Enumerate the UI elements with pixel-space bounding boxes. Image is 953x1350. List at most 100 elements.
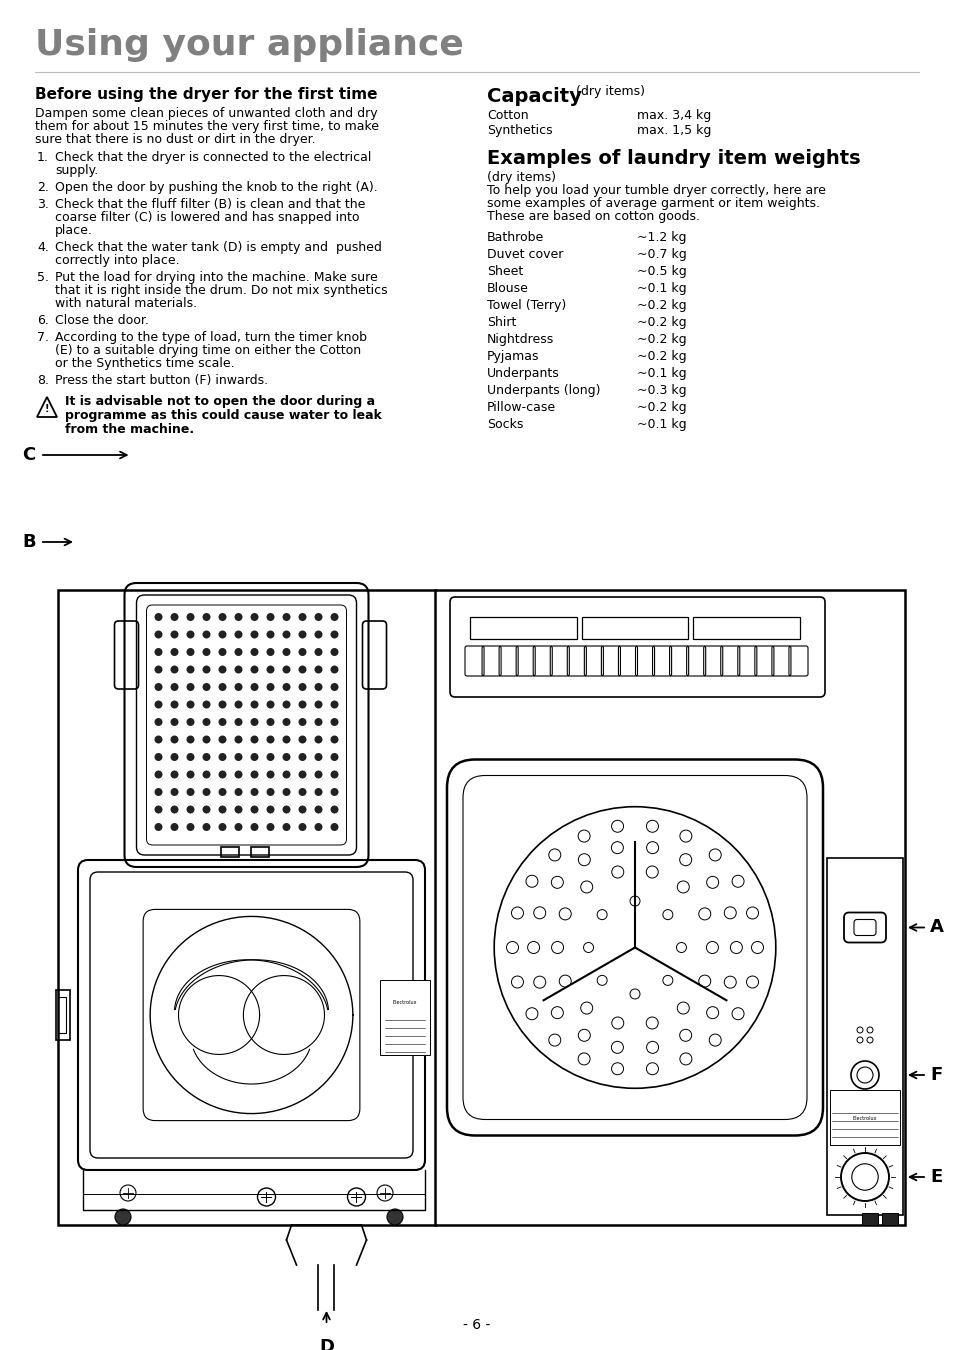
Circle shape — [218, 753, 226, 761]
Circle shape — [186, 806, 194, 814]
Circle shape — [171, 736, 178, 744]
Text: Close the door.: Close the door. — [55, 315, 149, 327]
Circle shape — [282, 648, 291, 656]
Circle shape — [234, 648, 242, 656]
Circle shape — [314, 613, 322, 621]
Circle shape — [298, 718, 306, 726]
Circle shape — [234, 683, 242, 691]
Circle shape — [234, 666, 242, 674]
Circle shape — [298, 824, 306, 832]
Text: Nightdress: Nightdress — [486, 333, 554, 346]
Circle shape — [218, 718, 226, 726]
Circle shape — [330, 771, 338, 779]
Bar — [862, 1214, 877, 1224]
Text: place.: place. — [55, 224, 92, 238]
Circle shape — [218, 788, 226, 796]
Circle shape — [202, 648, 211, 656]
Text: Check that the fluff filter (B) is clean and that the: Check that the fluff filter (B) is clean… — [55, 198, 365, 211]
Text: ~1.2 kg: ~1.2 kg — [637, 231, 686, 244]
Circle shape — [298, 806, 306, 814]
Text: Check that the water tank (D) is empty and  pushed: Check that the water tank (D) is empty a… — [55, 242, 381, 254]
Circle shape — [202, 736, 211, 744]
Circle shape — [218, 648, 226, 656]
Circle shape — [266, 666, 274, 674]
Bar — [470, 617, 576, 639]
Circle shape — [251, 736, 258, 744]
Circle shape — [266, 824, 274, 832]
Text: Check that the dryer is connected to the electrical: Check that the dryer is connected to the… — [55, 151, 371, 163]
Text: A: A — [929, 918, 943, 937]
Circle shape — [266, 683, 274, 691]
Circle shape — [314, 666, 322, 674]
Circle shape — [251, 771, 258, 779]
Circle shape — [154, 806, 162, 814]
Circle shape — [266, 630, 274, 639]
Circle shape — [154, 701, 162, 709]
Circle shape — [251, 630, 258, 639]
Circle shape — [234, 771, 242, 779]
Circle shape — [202, 771, 211, 779]
Circle shape — [330, 683, 338, 691]
Text: ~0.7 kg: ~0.7 kg — [637, 248, 686, 261]
Text: max. 1,5 kg: max. 1,5 kg — [637, 124, 711, 136]
Circle shape — [186, 736, 194, 744]
Text: Capacity: Capacity — [486, 86, 581, 107]
Circle shape — [186, 666, 194, 674]
Circle shape — [314, 718, 322, 726]
Circle shape — [282, 701, 291, 709]
Text: (E) to a suitable drying time on either the Cotton: (E) to a suitable drying time on either … — [55, 344, 361, 356]
Circle shape — [298, 771, 306, 779]
Text: correctly into place.: correctly into place. — [55, 254, 179, 267]
Bar — [882, 1214, 897, 1224]
Text: ~0.1 kg: ~0.1 kg — [637, 367, 686, 379]
Circle shape — [251, 718, 258, 726]
Circle shape — [266, 806, 274, 814]
Circle shape — [266, 648, 274, 656]
Circle shape — [314, 788, 322, 796]
Text: Sheet: Sheet — [486, 265, 522, 278]
Circle shape — [171, 613, 178, 621]
Circle shape — [282, 788, 291, 796]
Text: ~0.1 kg: ~0.1 kg — [637, 282, 686, 296]
Circle shape — [251, 613, 258, 621]
Circle shape — [314, 648, 322, 656]
Bar — [581, 617, 688, 639]
Bar — [379, 980, 430, 1054]
Text: ~0.2 kg: ~0.2 kg — [637, 350, 686, 363]
Text: Pillow-case: Pillow-case — [486, 401, 556, 414]
Text: ~0.2 kg: ~0.2 kg — [637, 316, 686, 329]
Text: 1.: 1. — [37, 151, 49, 163]
Text: 8.: 8. — [37, 374, 49, 387]
Circle shape — [171, 824, 178, 832]
Text: or the Synthetics time scale.: or the Synthetics time scale. — [55, 356, 234, 370]
Text: 5.: 5. — [37, 271, 49, 284]
Circle shape — [202, 718, 211, 726]
Text: that it is right inside the drum. Do not mix synthetics: that it is right inside the drum. Do not… — [55, 284, 387, 297]
Text: Underpants: Underpants — [486, 367, 559, 379]
Text: Synthetics: Synthetics — [486, 124, 552, 136]
Text: them for about 15 minutes the very first time, to make: them for about 15 minutes the very first… — [35, 120, 378, 134]
Circle shape — [171, 806, 178, 814]
Circle shape — [234, 806, 242, 814]
Circle shape — [298, 753, 306, 761]
Text: D: D — [318, 1338, 334, 1350]
Text: 2.: 2. — [37, 181, 49, 194]
Circle shape — [298, 683, 306, 691]
Circle shape — [186, 718, 194, 726]
Bar — [826, 857, 902, 1215]
Circle shape — [251, 753, 258, 761]
Circle shape — [314, 753, 322, 761]
Circle shape — [282, 683, 291, 691]
Text: Socks: Socks — [486, 418, 523, 431]
Circle shape — [186, 613, 194, 621]
Circle shape — [154, 753, 162, 761]
Text: Dampen some clean pieces of unwanted cloth and dry: Dampen some clean pieces of unwanted clo… — [35, 107, 377, 120]
Circle shape — [314, 701, 322, 709]
Bar — [56, 990, 70, 1040]
Text: Using your appliance: Using your appliance — [35, 28, 463, 62]
Circle shape — [154, 736, 162, 744]
Bar — [693, 617, 800, 639]
Text: To help you load your tumble dryer correctly, here are: To help you load your tumble dryer corre… — [486, 184, 825, 197]
Text: Underpants (long): Underpants (long) — [486, 383, 599, 397]
Circle shape — [266, 788, 274, 796]
